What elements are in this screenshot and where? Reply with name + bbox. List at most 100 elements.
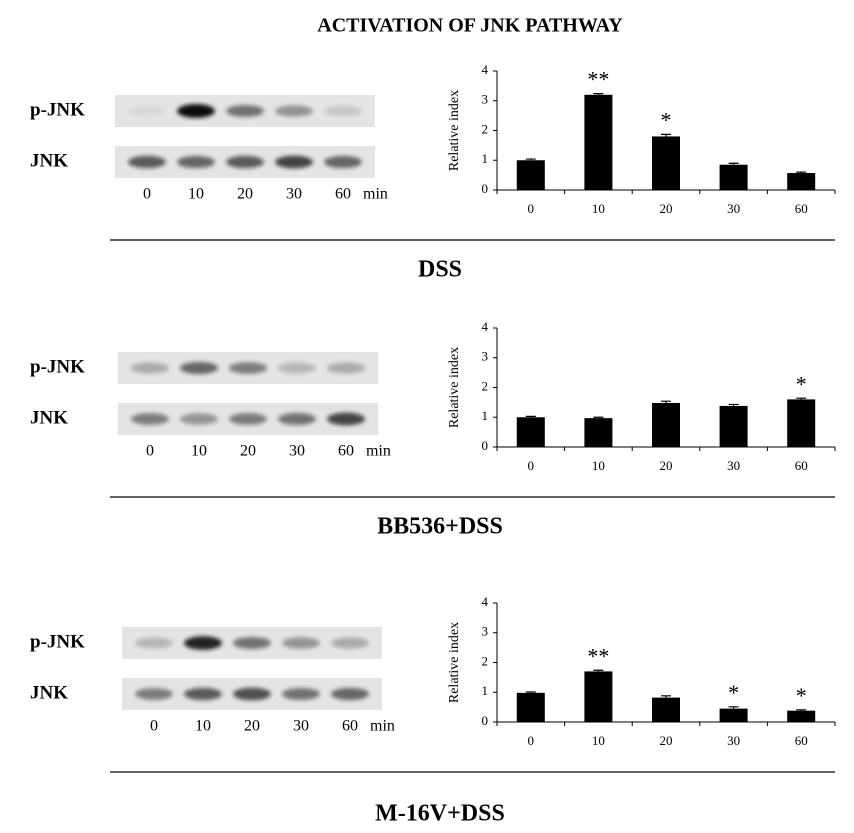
lane-unit: min — [363, 186, 388, 203]
group-label: DSS — [418, 257, 462, 283]
blot-band — [331, 638, 369, 649]
group-label: M-16V+DSS — [375, 801, 505, 827]
figure-title: ACTIVATION OF JNK PATHWAY — [317, 15, 623, 37]
y-tick-label: 4 — [482, 594, 489, 609]
y-tick-label: 2 — [482, 378, 489, 393]
bar — [584, 95, 612, 190]
blot-band — [135, 688, 173, 700]
lane-label: 0 — [150, 718, 158, 735]
y-tick-label: 3 — [482, 624, 489, 639]
error-bar — [729, 404, 739, 405]
blot-row-label: p-JNK — [30, 99, 85, 120]
error-bar — [796, 398, 806, 399]
lane-label: 30 — [293, 718, 309, 735]
blot-row-label: p-JNK — [30, 356, 85, 377]
lane-label: 20 — [240, 443, 256, 460]
blot-band — [184, 636, 222, 649]
y-tick-label: 0 — [482, 181, 489, 196]
x-tick-label: 0 — [528, 201, 535, 216]
bar — [652, 136, 680, 190]
blot-row-label: JNK — [30, 407, 68, 428]
blot-band — [327, 413, 365, 426]
error-bar — [729, 707, 739, 709]
blot-band — [229, 413, 267, 425]
bar — [787, 173, 815, 190]
significance-label: ** — [587, 643, 609, 668]
blot-row-label: JNK — [30, 150, 68, 171]
lane-label: 20 — [244, 718, 260, 735]
blot-row-label: p-JNK — [30, 631, 85, 652]
error-bar — [796, 172, 806, 173]
error-bar — [661, 134, 671, 136]
blot-row-label: JNK — [30, 682, 68, 703]
lane-label: 0 — [143, 186, 151, 203]
blot-band — [177, 156, 215, 168]
lane-label: 0 — [146, 443, 154, 460]
x-tick-label: 60 — [795, 733, 808, 748]
blot-band — [180, 413, 218, 424]
blot-band — [226, 156, 264, 168]
blot-band — [331, 688, 369, 700]
bar — [787, 399, 815, 447]
y-tick-label: 3 — [482, 349, 489, 364]
blot-band — [226, 105, 264, 117]
x-tick-label: 10 — [592, 201, 605, 216]
bar — [720, 406, 748, 447]
x-tick-label: 10 — [592, 733, 605, 748]
x-tick-label: 0 — [528, 458, 535, 473]
blot-band — [180, 362, 218, 374]
y-tick-label: 3 — [482, 92, 489, 107]
bar — [787, 711, 815, 722]
y-tick-label: 0 — [482, 713, 489, 728]
figure: ACTIVATION OF JNK PATHWAY p-JNKJNK010203… — [0, 0, 854, 833]
blot-band — [282, 688, 320, 700]
blot-band — [233, 688, 271, 701]
x-tick-label: 10 — [592, 458, 605, 473]
blot-band — [177, 104, 215, 118]
x-tick-label: 60 — [795, 201, 808, 216]
bar — [720, 165, 748, 190]
y-tick-label: 2 — [482, 121, 489, 136]
lane-label: 60 — [338, 443, 354, 460]
bar — [517, 417, 545, 447]
bar — [584, 418, 612, 447]
y-tick-label: 1 — [482, 408, 489, 423]
blot-band — [131, 413, 169, 425]
y-tick-label: 4 — [482, 62, 489, 77]
error-bar — [526, 159, 536, 160]
lane-label: 30 — [286, 186, 302, 203]
blot-band — [233, 637, 271, 649]
blot-band — [275, 156, 313, 169]
lane-unit: min — [370, 718, 395, 735]
bar — [517, 160, 545, 190]
blot-band — [278, 413, 316, 425]
y-axis-label: Relative index — [447, 347, 462, 428]
blot-band — [324, 106, 362, 116]
x-tick-label: 30 — [727, 733, 740, 748]
blot-band — [282, 637, 320, 648]
lane-label: 10 — [191, 443, 207, 460]
error-bar — [661, 696, 671, 698]
blot-band — [324, 156, 362, 168]
error-bar — [526, 416, 536, 417]
error-bar — [661, 401, 671, 403]
y-tick-label: 4 — [482, 319, 489, 334]
y-axis-label: Relative index — [447, 90, 462, 171]
blot-band — [229, 362, 267, 374]
lane-unit: min — [366, 443, 391, 460]
error-bar — [593, 670, 603, 671]
bar — [652, 403, 680, 447]
y-tick-label: 1 — [482, 151, 489, 166]
blot-band — [275, 105, 313, 116]
y-axis-label: Relative index — [447, 622, 462, 703]
x-tick-label: 60 — [795, 458, 808, 473]
x-tick-label: 30 — [727, 201, 740, 216]
x-tick-label: 30 — [727, 458, 740, 473]
bar — [517, 693, 545, 722]
error-bar — [729, 163, 739, 164]
significance-label: * — [728, 680, 739, 705]
y-tick-label: 1 — [482, 683, 489, 698]
blot-band — [327, 363, 365, 374]
error-bar — [593, 417, 603, 418]
blot-band — [184, 688, 222, 700]
